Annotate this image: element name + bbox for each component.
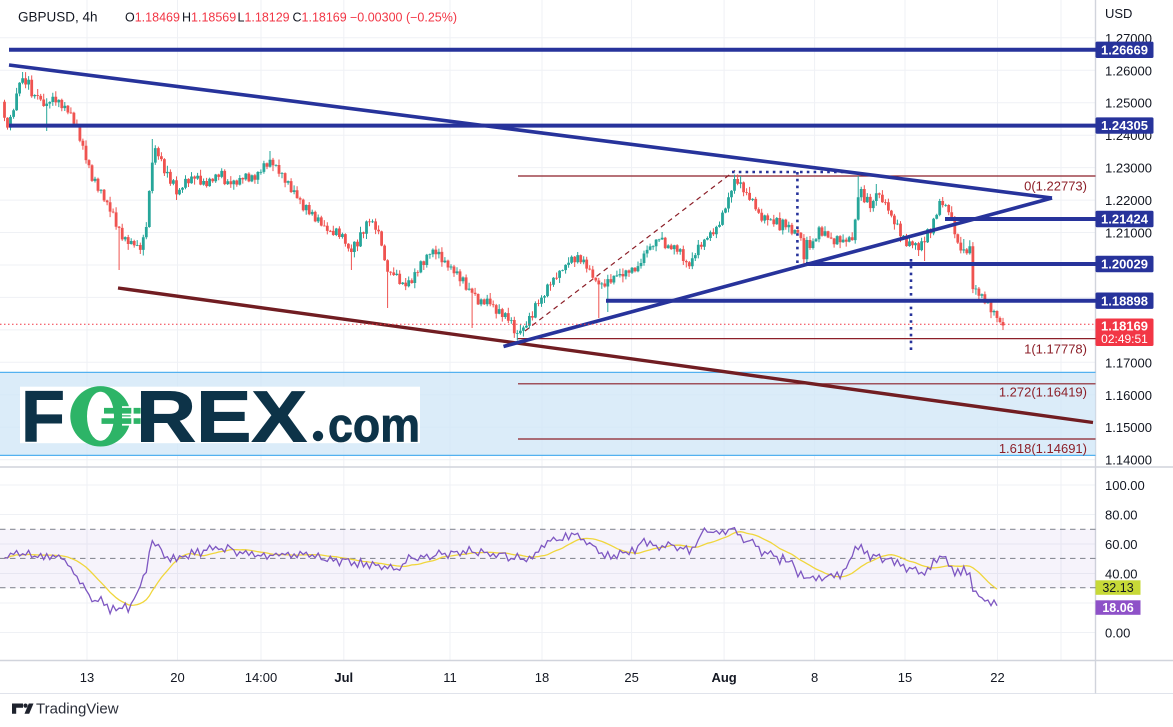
svg-text:1.21424: 1.21424 (1101, 212, 1149, 227)
svg-text:32.13: 32.13 (1102, 581, 1133, 595)
svg-text:14:00: 14:00 (245, 670, 278, 685)
svg-text:com: com (328, 399, 420, 452)
svg-text:8: 8 (811, 670, 818, 685)
svg-text:1(1.17778): 1(1.17778) (1024, 342, 1087, 357)
svg-text:0(1.22773): 0(1.22773) (1024, 179, 1087, 194)
svg-text:15: 15 (898, 670, 912, 685)
svg-text:1.18898: 1.18898 (1101, 293, 1148, 308)
svg-text:REX: REX (136, 377, 307, 457)
svg-text:1.618(1.14691): 1.618(1.14691) (999, 441, 1087, 456)
svg-text:1.272(1.16419): 1.272(1.16419) (999, 385, 1087, 400)
svg-text:1.24305: 1.24305 (1101, 118, 1148, 133)
svg-text:F: F (21, 377, 65, 457)
svg-text:1.18169: 1.18169 (1101, 319, 1148, 334)
svg-text:25: 25 (624, 670, 638, 685)
svg-text:1.17000: 1.17000 (1105, 355, 1152, 370)
svg-text:1.20029: 1.20029 (1101, 257, 1148, 272)
svg-text:40.00: 40.00 (1105, 567, 1138, 582)
svg-text:02:49:51: 02:49:51 (1101, 332, 1148, 346)
svg-text:22: 22 (990, 670, 1004, 685)
svg-text:1.25000: 1.25000 (1105, 96, 1152, 111)
svg-text:1.21000: 1.21000 (1105, 226, 1152, 241)
svg-text:1.14000: 1.14000 (1105, 453, 1152, 468)
svg-text:100.00: 100.00 (1105, 478, 1145, 493)
svg-text:Jul: Jul (334, 670, 353, 685)
svg-text:TradingView: TradingView (36, 701, 119, 718)
svg-text:13: 13 (80, 670, 94, 685)
svg-text:1.23000: 1.23000 (1105, 161, 1152, 176)
svg-text:GBPUSD, 4h: GBPUSD, 4h (18, 10, 98, 25)
svg-text:USD: USD (1105, 6, 1132, 21)
svg-text:18.06: 18.06 (1102, 601, 1133, 615)
svg-text:1.26000: 1.26000 (1105, 63, 1152, 78)
svg-text:80.00: 80.00 (1105, 508, 1138, 523)
svg-text:1.16000: 1.16000 (1105, 388, 1152, 403)
svg-text:1.15000: 1.15000 (1105, 420, 1152, 435)
svg-text:1.22000: 1.22000 (1105, 193, 1152, 208)
svg-text:18: 18 (535, 670, 549, 685)
svg-text:11: 11 (443, 670, 457, 685)
svg-text:Aug: Aug (711, 670, 736, 685)
svg-text:60.00: 60.00 (1105, 537, 1138, 552)
svg-text:0.00: 0.00 (1105, 626, 1130, 641)
svg-text:20: 20 (170, 670, 184, 685)
svg-text:1.26669: 1.26669 (1101, 42, 1148, 57)
